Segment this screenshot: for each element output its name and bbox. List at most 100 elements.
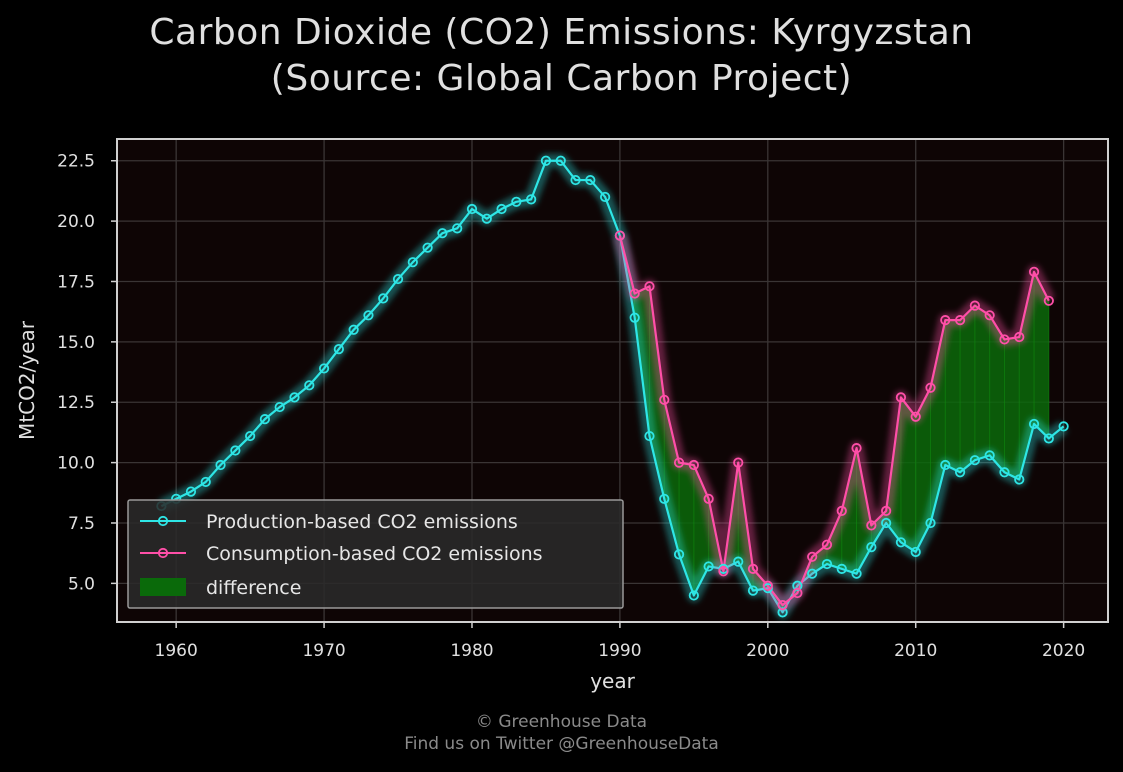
y-tick-label-5: 5.0 [68,574,95,594]
y-tick-label-12.5: 12.5 [57,393,95,413]
production-point-2017 [1014,474,1025,485]
production-point-1967 [274,401,285,413]
production-point-2014 [969,455,980,466]
production-point-1993 [659,493,670,504]
consumption-point-1997 [718,566,729,577]
consumption-point-2017 [1014,331,1025,343]
series-markers [156,155,1069,618]
production-point-1962 [200,476,211,488]
consumption-point-2009 [895,392,907,403]
production-point-1987 [570,174,581,186]
consumption-point-2005 [836,505,847,517]
y-tick-label-22.5: 22.5 [57,152,95,172]
consumption-point-1995 [688,459,699,471]
production-point-1977 [422,242,433,253]
production-point-1968 [289,392,300,403]
consumption-line [618,235,1050,607]
credit-twitter: Find us on Twitter @GreenhouseData [404,734,719,754]
production-point-2011 [925,517,936,529]
consumption-point-2013 [954,315,966,326]
x-tick-label-1970: 1970 [302,641,345,661]
production-point-1986 [555,155,566,166]
production-point-1978 [437,228,448,239]
legend-difference-swatch [140,578,186,596]
y-tick-label-17.5: 17.5 [57,272,95,292]
production-point-1961 [185,486,197,497]
production-point-1983 [511,196,522,207]
production-point-1980 [466,203,478,215]
consumption-point-2008 [881,505,892,517]
production-point-1989 [600,191,611,203]
production-point-2007 [866,542,877,553]
production-point-1973 [363,310,374,321]
consumption-point-2000 [762,580,773,591]
chart-title-line-1: Carbon Dioxide (CO2) Emissions: Kyrgyzst… [149,12,974,53]
production-point-1994 [673,549,685,560]
axis-ticks: 1960 1970 1980 1990 2000 2010 2020 5.0 7.5 10.0 12… [57,152,1085,661]
production-point-1976 [407,257,418,268]
consumption-point-1991 [629,288,640,299]
consumption-point-2004 [821,539,833,550]
production-point-2012 [940,459,951,471]
production-point-1985 [540,155,552,166]
chart-title-line-2: (Source: Global Carbon Project) [270,58,853,99]
production-point-2008 [881,517,892,529]
production-point-1999 [747,585,759,596]
x-axis-label: year [590,669,635,693]
consumption-point-2001 [777,599,788,611]
production-point-1984 [526,194,537,205]
consumption-point-2006 [851,443,862,454]
y-tick-label-20: 20.0 [57,212,95,232]
consumption-point-1992 [644,281,655,292]
production-point-2013 [954,467,966,478]
production-point-1974 [378,293,389,304]
production-point-1965 [245,430,256,442]
consumption-point-2010 [910,411,921,422]
consumption-point-1999 [747,563,759,574]
consumption-point-1996 [703,493,714,504]
production-point-1982 [496,203,507,215]
legend-difference-label: difference [206,577,301,599]
production-point-1972 [348,324,359,335]
production-point-1979 [452,223,463,234]
production-point-2015 [984,450,995,461]
legend: Production-based CO2 emissions Consumpti… [127,499,624,609]
production-point-1998 [733,556,744,567]
production-point-2005 [836,563,847,574]
production-point-2018 [1028,418,1040,430]
production-point-1969 [304,380,315,391]
consumption-point-2011 [925,382,936,393]
consumption-point-2019 [1043,295,1054,306]
production-point-1992 [644,430,655,442]
production-point-1988 [585,174,596,186]
consumption-point-2007 [866,520,877,531]
production-point-2016 [999,467,1010,478]
x-tick-label-1980: 1980 [450,641,493,661]
production-point-1964 [230,445,241,456]
production-point-2020 [1058,421,1069,432]
production-point-1981 [481,213,492,224]
production-point-1991 [629,312,640,323]
production-point-1995 [688,590,699,601]
y-axis-label: MtCO2/year [15,320,39,440]
y-tick-label-7.5: 7.5 [68,514,95,534]
y-tick-label-10: 10.0 [57,454,95,474]
consumption-point-1994 [673,457,685,468]
production-point-1966 [259,414,271,425]
consumption-point-1993 [659,394,670,405]
production-point-1963 [215,459,226,471]
production-point-2019 [1043,433,1054,444]
x-tick-label-1960: 1960 [155,641,198,661]
production-point-1975 [392,273,404,285]
consumption-point-1990 [614,230,625,241]
production-point-1971 [333,344,344,355]
plot-frame [116,138,1109,623]
consumption-point-2016 [999,334,1010,345]
production-point-2004 [821,558,833,570]
production-point-2002 [792,580,803,591]
production-point-2001 [777,607,788,618]
y-tick-label-15: 15.0 [57,333,95,353]
production-point-2006 [851,568,862,579]
legend-production-label: Production-based CO2 emissions [206,511,518,533]
